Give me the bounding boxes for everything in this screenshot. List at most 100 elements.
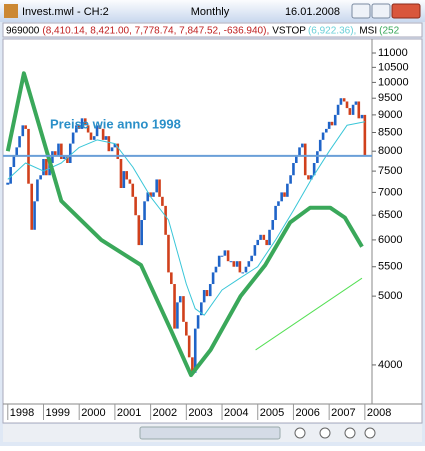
price-bar [134,196,137,216]
price-bar [185,321,188,336]
msi-value: (252 [379,25,399,36]
indicator-line [5,71,364,378]
price-bar [140,220,143,246]
y-tick-label: 5000 [378,290,402,302]
price-bar [286,183,289,197]
chart-area [2,38,423,424]
price-bar [9,167,12,184]
price-bar [12,155,16,168]
price-bar [39,175,42,180]
price-bar [137,215,141,246]
price-bar [113,143,117,148]
price-bar [250,255,253,262]
price-bar [211,272,215,285]
zoom-button[interactable] [294,427,306,439]
price-bar [62,155,66,160]
price-bar [289,175,292,184]
ohlc: (8,410.14, 8,421.00, 7,778.74, 7,847.52,… [42,25,269,36]
price-bar [238,261,242,273]
price-bar [265,239,268,246]
y-tick-label: 8500 [378,126,402,138]
price-bar [119,159,123,189]
price-bar [235,261,239,267]
price-bar [30,183,34,230]
price-bar [214,266,218,273]
price-bar [262,234,266,240]
price-bar [51,151,54,163]
scroll-thumb[interactable] [139,426,281,440]
price-bar [193,328,197,373]
price-bar [95,125,99,137]
price-bar [161,196,164,206]
y-tick-label: 9500 [378,92,402,104]
maximize-button[interactable] [371,3,391,19]
y-tick-label: 10000 [378,76,409,88]
price-bar [256,239,260,246]
price-bar [83,118,87,126]
price-bar [21,125,25,137]
price-bar [158,179,161,197]
info-line: 969000 (8,410.14, 8,421.00, 7,778.74, 7,8… [6,25,400,36]
price-bar [155,179,158,193]
price-bar [232,261,236,267]
price-bar [77,125,81,129]
x-tick-label: 1998 [10,407,34,419]
price-bar [104,136,108,140]
y-tick-label: 6000 [378,234,402,246]
price-bar [333,114,337,126]
zoom-button[interactable] [319,427,331,439]
price-bar [122,171,126,189]
price-bar [354,101,358,105]
price-bar [176,302,179,329]
price-bar [152,192,155,197]
x-tick-label: 2000 [81,407,105,419]
price-bar [324,128,328,133]
price-bar [351,104,355,115]
price-bar [223,250,227,256]
vstop-value: (6,922.36), [308,25,356,36]
price-bar [48,162,51,176]
price-bar [253,245,257,256]
x-tick-label: 2002 [153,407,177,419]
price-bar [149,192,152,197]
price-bar [128,179,132,184]
y-tick-label: 11000 [378,47,408,59]
price-bar [45,159,48,176]
price-bar [217,255,221,267]
price-bar [131,183,135,197]
zoom-button[interactable] [344,427,356,439]
price-bar [125,171,128,180]
price-bar [71,132,75,144]
price-bar [187,335,191,358]
msi-label: MSI [359,25,377,36]
price-bar [164,205,167,235]
x-tick-label: 1999 [45,407,69,419]
price-bar [301,143,304,148]
price-bar [342,98,346,102]
close-button[interactable] [391,3,421,19]
price-bar [318,139,322,152]
price-bar [348,108,352,115]
price-bar [53,151,57,156]
price-bar [98,125,102,129]
x-tick-label: 2001 [117,407,141,419]
x-tick-label: 2005 [260,407,284,419]
price-bar [15,147,19,156]
minimize-button[interactable] [351,3,371,19]
zoom-button[interactable] [364,427,376,439]
price-bar [75,125,78,133]
price-bar [309,175,313,180]
price-bar [307,175,310,180]
price-bar [327,121,331,129]
price-bar [229,261,233,263]
price-bar [116,143,120,160]
price-bar [339,98,343,105]
price-bar [101,128,105,140]
price-bar [36,179,39,202]
price-bar [345,101,349,109]
price-bar [110,147,114,152]
price-bar [274,205,277,221]
x-tick-label: 2004 [224,407,248,419]
y-tick-label: 7500 [378,165,402,177]
